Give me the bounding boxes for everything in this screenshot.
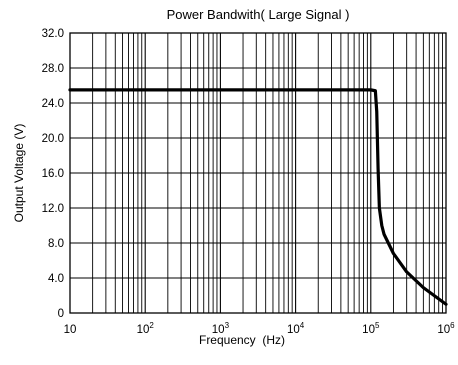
x-axis-ticks: 10 102 103 104 105 106 (64, 321, 456, 336)
y-axis-label: Output Voltage (V) (12, 124, 26, 223)
y-axis-ticks: 0 4.0 8.0 12.0 16.0 20.0 24.0 28.0 32.0 (42, 28, 64, 320)
x-tick-label: 102 (137, 321, 155, 336)
y-tick-label: 20.0 (42, 133, 64, 145)
series-line-0 (68, 88, 448, 306)
x-tick-label: 10 (64, 324, 77, 336)
chart-title: Power Bandwith( Large Signal ) (167, 7, 350, 22)
y-tick-label: 24.0 (42, 98, 64, 110)
x-tick-label: 103 (212, 321, 230, 336)
y-tick-label: 16.0 (42, 168, 64, 180)
x-tick-label: 104 (287, 321, 305, 336)
series-layer (68, 88, 448, 306)
x-tick-label: 106 (437, 321, 455, 336)
y-tick-label: 12.0 (42, 203, 64, 215)
x-axis-label: Frequency (Hz) (199, 333, 285, 347)
x-tick-label: 105 (362, 321, 380, 336)
y-tick-label: 32.0 (42, 28, 64, 40)
plot-frame (69, 32, 447, 314)
grid (70, 32, 446, 314)
y-tick-label: 8.0 (48, 238, 64, 250)
y-tick-label: 28.0 (42, 63, 64, 75)
y-tick-label: 0 (58, 308, 64, 320)
y-tick-label: 4.0 (48, 273, 64, 285)
